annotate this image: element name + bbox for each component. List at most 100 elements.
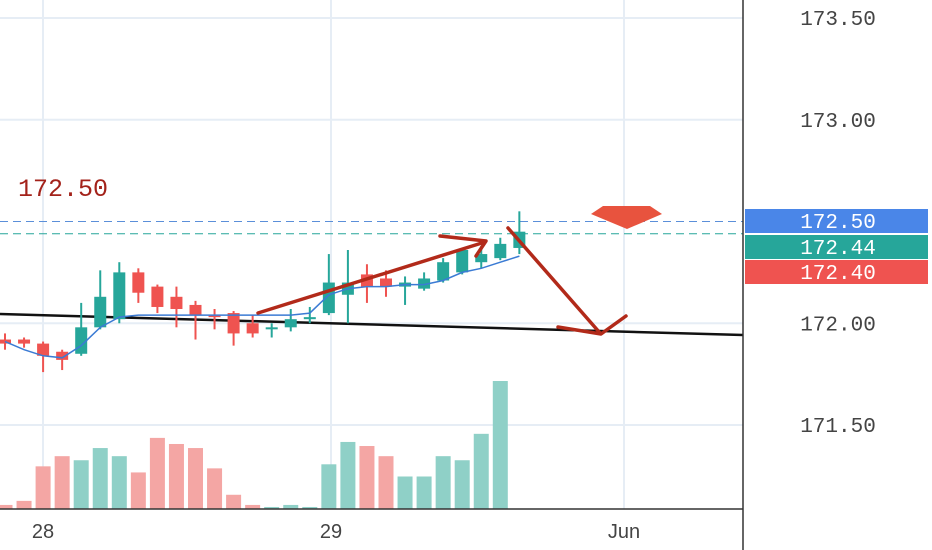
volume-bar [207,468,223,509]
candle [94,270,107,330]
volume-bar [54,456,70,509]
volume-bar [130,472,146,509]
candle [189,300,202,340]
price-badge-2: 172.40 [745,260,928,286]
candle-body [94,296,107,328]
candle-body [246,323,259,334]
volume-bar [492,381,508,509]
time-tick-label-1: 29 [320,521,342,543]
volume-bar [378,456,394,509]
candle [227,311,240,346]
volume-layer [0,381,508,509]
price-badge-bg [745,260,928,284]
candle [303,306,316,324]
volume-bar [0,504,13,509]
price-tick-label-3: 171.50 [800,416,876,439]
candle-body [56,351,69,360]
candle [56,349,69,371]
candle [37,341,50,373]
candle [399,276,412,305]
moving-average-layer [4,255,520,359]
sell-marker-icon [591,206,662,229]
up-arrow-shaft [256,240,487,315]
support-trendline [0,312,744,337]
volume-bar [283,504,299,509]
time-tick-label-0: 28 [32,521,54,543]
candle-body [418,278,431,289]
price-badge-1: 172.44 [745,235,928,261]
candle-body [151,286,164,307]
candle [494,237,507,261]
price-badge-label: 172.44 [800,238,876,261]
volume-bar [302,506,318,509]
candle [246,315,259,338]
candle [113,262,126,324]
price-tick-label-0: 173.50 [800,9,876,32]
price-tick-label-2: 172.00 [800,314,876,337]
moving-average-line [4,255,520,359]
price-badge-0: 172.50 [745,209,928,235]
candle-body [303,317,316,320]
candle [456,247,469,275]
candle [208,309,221,330]
volume-bar [16,500,32,509]
volume-bar [188,448,203,509]
candle-body [322,282,335,314]
volume-bar [73,460,89,509]
price-badge-bg [745,209,928,233]
candle-body [265,327,278,330]
time-axis-labels: 28 29 Jun [32,521,640,543]
price-badge-bg [745,235,928,259]
volume-bar [35,466,51,509]
volume-bar [92,448,108,509]
candle [265,323,278,338]
grid-layer [0,0,743,509]
candle [322,254,335,316]
candle-body [18,339,31,344]
price-badge-label: 172.50 [800,212,876,235]
candle-body [189,304,202,316]
volume-bar [149,437,165,509]
down-arrow-shaft [506,226,602,335]
axes-layer [0,0,744,550]
candle [151,284,164,314]
price-badge-label: 172.40 [800,263,876,286]
candle-body [208,315,221,318]
up-arrow-head [438,234,488,258]
volume-bar [226,494,242,509]
volume-bar [473,433,489,509]
candle-body [227,313,240,334]
candle-body [132,272,145,293]
price-axis-labels: 173.50 173.00 172.00 171.50 [800,9,876,439]
candle [132,268,145,303]
volume-bar [397,476,413,509]
candle-body [170,296,183,310]
candle [360,264,373,303]
volume-bar [245,504,261,509]
volume-bar [435,456,451,509]
down-arrow-head [556,314,628,336]
volume-bar [264,506,280,509]
candle-body [113,272,126,320]
candle-body [37,343,50,356]
candle-body [437,262,450,281]
price-tick-label-1: 173.00 [800,111,876,134]
candle-body [284,319,297,328]
reference-lines [0,221,743,235]
volume-bar [454,460,470,509]
candle-body [494,243,507,259]
time-tick-label-2: Jun [608,521,640,543]
candle-body [380,278,392,287]
price-annotation: 172.50 [18,175,108,204]
volume-bar [359,446,375,509]
drawing-layer [256,206,662,336]
volume-bar [111,456,127,509]
candle [18,337,31,348]
candle [284,309,297,332]
volume-bar [416,476,432,509]
candle [170,286,183,328]
volume-bar [168,443,184,509]
